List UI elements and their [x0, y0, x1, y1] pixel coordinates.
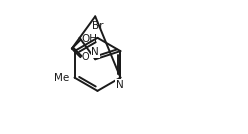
Text: OH: OH	[82, 34, 98, 44]
Text: Br: Br	[92, 21, 103, 31]
Text: N: N	[91, 47, 99, 57]
Text: N: N	[116, 80, 124, 90]
Text: O: O	[82, 52, 90, 62]
Text: Me: Me	[54, 73, 69, 83]
